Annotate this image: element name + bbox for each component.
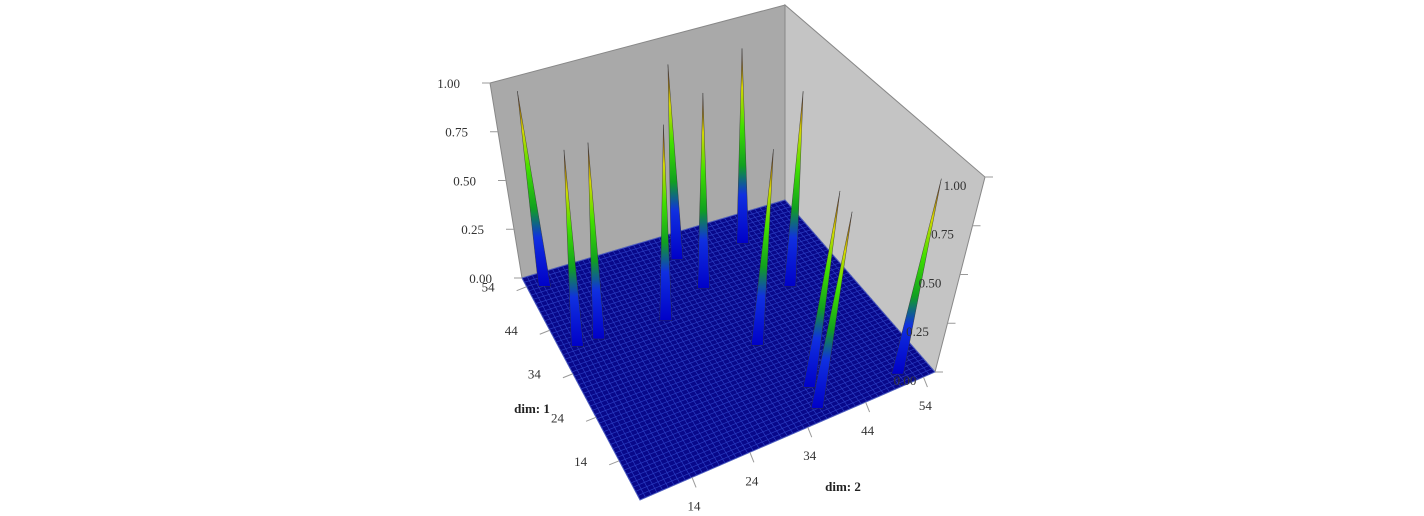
z-tick-label: 0.00 [894, 373, 917, 388]
z-tick-label: 1.00 [437, 76, 460, 91]
spike [517, 90, 551, 287]
x-tick-label: 14 [574, 454, 588, 469]
y-tick [922, 376, 928, 388]
floor-mesh [537, 222, 806, 309]
z-tick-label: 1.00 [944, 178, 967, 193]
floor-mesh [673, 232, 811, 427]
floor-mesh [574, 275, 852, 377]
spike [783, 91, 804, 287]
floor-mesh [544, 232, 814, 322]
labels: 142434445414243444540.000.000.250.250.50… [437, 76, 993, 513]
floor-mesh [569, 269, 846, 368]
floor-mesh [718, 219, 862, 405]
x-tick-label: 24 [551, 410, 565, 425]
y-tick-label: 24 [745, 473, 759, 488]
x-tick [539, 329, 550, 335]
floor-mesh [668, 234, 805, 429]
spike [587, 142, 606, 340]
y-axis-title: dim: 2 [825, 479, 861, 494]
z-tick-label: 0.25 [906, 324, 929, 339]
spike [697, 92, 710, 289]
spike [802, 190, 841, 388]
spike [736, 48, 749, 244]
floor-mesh [658, 237, 794, 434]
spike [659, 124, 673, 321]
floor-mesh [571, 272, 849, 373]
x-tick-label: 44 [505, 323, 519, 338]
y-tick [691, 477, 697, 488]
y-tick [807, 427, 813, 438]
floor-mesh [713, 220, 856, 407]
spike [810, 211, 853, 409]
x-tick-label: 54 [482, 280, 496, 295]
y-tick-label: 14 [688, 498, 702, 513]
y-tick-label: 54 [919, 398, 933, 413]
floor-mesh [724, 217, 868, 402]
floor-plane [521, 199, 936, 501]
x-tick-label: 34 [528, 367, 542, 382]
z-tick-label: 0.50 [919, 275, 942, 290]
x-tick [562, 373, 574, 379]
floor-mesh [576, 279, 855, 381]
floor-mesh [567, 265, 843, 364]
spikes [517, 48, 942, 409]
floor-mesh [663, 235, 800, 432]
x-axis-title: dim: 1 [514, 401, 550, 416]
z-tick-label: 0.75 [445, 125, 468, 140]
y-tick [749, 452, 755, 463]
x-tick [516, 286, 527, 292]
z-tick-label: 0.00 [469, 271, 492, 286]
floor-mesh [759, 207, 907, 385]
spike [563, 149, 584, 347]
spike [750, 149, 774, 346]
floor-mesh [546, 236, 817, 326]
floor-mesh [729, 216, 873, 400]
floor-mesh [734, 214, 879, 397]
z-tick-label: 0.25 [461, 222, 484, 237]
floor-mesh [653, 238, 788, 437]
floor-mesh [754, 208, 902, 387]
x-tick [608, 460, 620, 466]
spike [667, 64, 684, 260]
x-tick [585, 416, 597, 422]
y-tick-label: 44 [861, 423, 875, 438]
z-tick-label: 0.75 [931, 227, 954, 242]
z-tick-label: 0.50 [453, 173, 476, 188]
y-tick-label: 34 [803, 448, 817, 463]
spike [891, 178, 942, 375]
floor-mesh [578, 282, 858, 386]
y-tick [865, 401, 871, 413]
